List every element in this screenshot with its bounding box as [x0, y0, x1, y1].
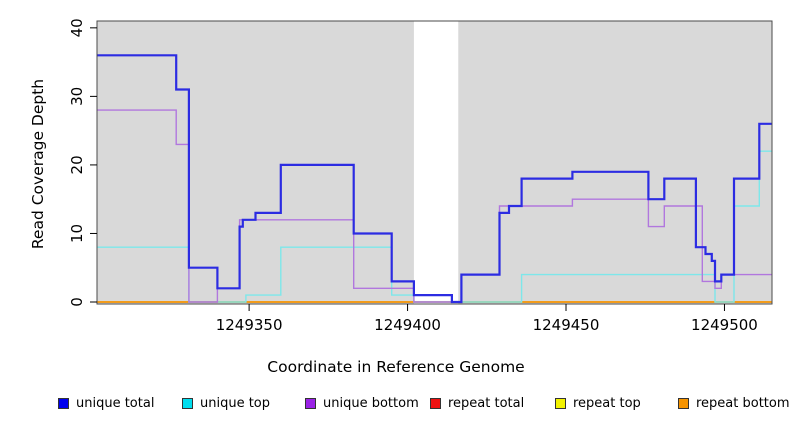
- legend-swatch: [678, 397, 689, 409]
- legend: unique total unique top unique bottom repea…: [0, 394, 792, 418]
- legend-swatch: [58, 397, 69, 409]
- legend-item-unique-bottom: unique bottom: [305, 394, 419, 412]
- legend-item-repeat-bottom: repeat bottom: [678, 394, 790, 412]
- legend-label: repeat top: [573, 395, 641, 411]
- x-axis-title: Coordinate in Reference Genome: [267, 358, 525, 376]
- legend-item-unique-top: unique top: [182, 394, 270, 412]
- legend-label: unique top: [200, 395, 271, 411]
- legend-item-unique-total: unique total: [58, 394, 154, 412]
- plot-box: [96, 20, 773, 305]
- series-line-unique-total: [97, 54, 772, 304]
- y-axis-tick-label: 40: [68, 18, 86, 37]
- legend-swatch: [305, 397, 316, 409]
- y-axis-tick-label: 0: [68, 297, 86, 307]
- x-axis-tick-label: 1249350: [216, 316, 283, 334]
- y-axis-tick-label: 10: [68, 224, 86, 243]
- legend-item-repeat-total: repeat total: [430, 394, 524, 412]
- x-axis-tick-label: 1249450: [533, 316, 600, 334]
- x-axis-tick-label: 1249500: [691, 316, 758, 334]
- legend-label: repeat bottom: [696, 395, 790, 411]
- legend-item-repeat-top: repeat top: [555, 394, 641, 412]
- y-axis-tick-label: 20: [68, 155, 86, 174]
- legend-label: unique total: [76, 395, 155, 411]
- x-axis-tick-label: 1249400: [374, 316, 441, 334]
- legend-swatch: [555, 397, 566, 409]
- y-axis-tick-label: 30: [68, 87, 86, 106]
- legend-swatch: [182, 397, 193, 409]
- unmapped-region: [413, 21, 459, 304]
- legend-label: repeat total: [448, 395, 525, 411]
- legend-label: unique bottom: [323, 395, 419, 411]
- y-axis-title: Read Coverage Depth: [29, 78, 47, 250]
- legend-swatch: [430, 397, 441, 409]
